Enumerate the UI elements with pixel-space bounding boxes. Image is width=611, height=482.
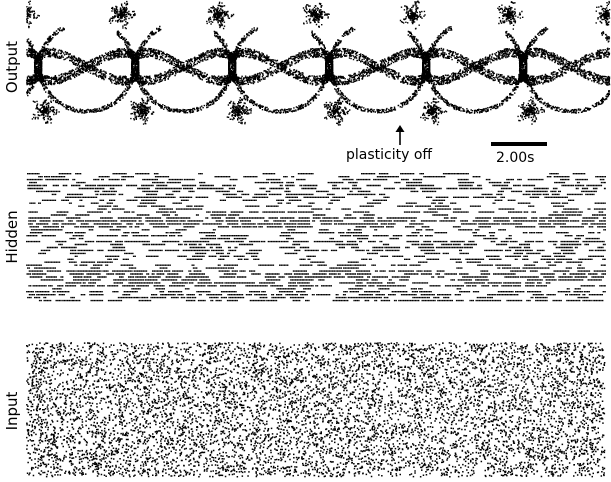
up-arrow-icon bbox=[395, 125, 405, 145]
input-axis-label: Input bbox=[3, 391, 21, 431]
input-raster-panel bbox=[26, 342, 606, 478]
hidden-raster-panel bbox=[26, 170, 606, 302]
output-axis-label: Output bbox=[3, 40, 21, 94]
hidden-axis-label: Hidden bbox=[3, 210, 21, 264]
input-raster bbox=[26, 342, 606, 478]
plasticity-off-annotation: plasticity off bbox=[346, 147, 433, 163]
output-raster bbox=[26, 0, 611, 126]
output-raster-panel bbox=[26, 0, 611, 132]
hidden-raster bbox=[26, 173, 606, 302]
scale-bar bbox=[491, 142, 547, 146]
scale-bar-label: 2.00s bbox=[496, 150, 535, 166]
